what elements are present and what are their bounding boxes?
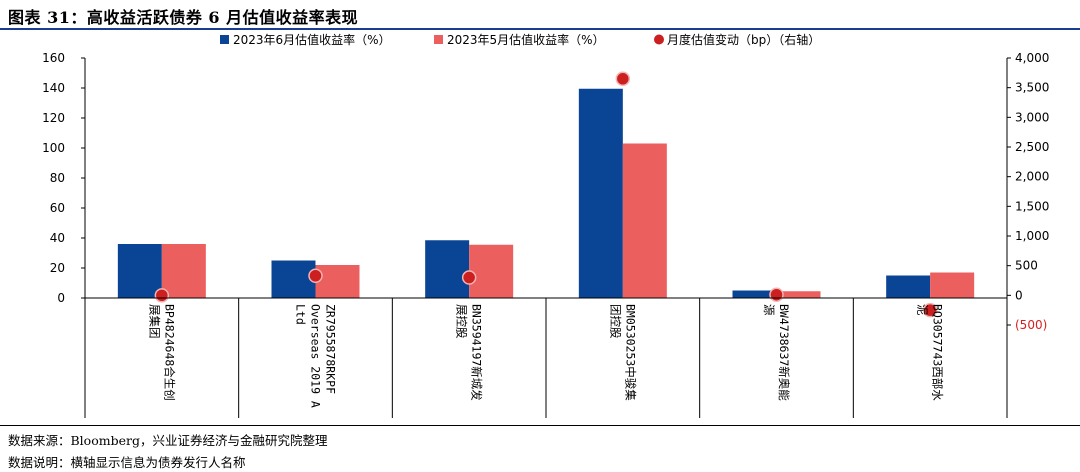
right-tick-label: 500 xyxy=(1015,259,1038,273)
bar-may xyxy=(776,291,821,298)
change-points xyxy=(154,71,938,318)
right-tick-label: 2,000 xyxy=(1015,170,1049,184)
bar-june xyxy=(886,275,931,298)
right-axis: 4,000 3,500 3,000 2,500 2,000 1,500 1,000 500 0 (… xyxy=(1006,51,1049,418)
category-label: 展集团 xyxy=(147,304,161,339)
bar-june xyxy=(578,88,623,298)
change-point xyxy=(769,287,784,302)
left-tick-label: 160 xyxy=(42,51,65,65)
bar-may xyxy=(469,244,514,298)
legend: 2023年6月估值收益率（%） 2023年5月估值收益率（%） 月度估值变动（bp）… xyxy=(220,32,820,47)
left-tick-label: 0 xyxy=(57,291,65,305)
bar-may xyxy=(161,244,206,298)
bar-june xyxy=(117,244,162,298)
left-tick-label: 100 xyxy=(42,141,65,155)
left-tick-label: 20 xyxy=(50,261,65,275)
bars xyxy=(117,88,975,298)
change-point xyxy=(308,268,323,284)
legend-swatch xyxy=(654,34,664,45)
chart: 2023年6月估值收益率（%） 2023年5月估值收益率（%） 月度估值变动（bp）… xyxy=(42,32,1049,418)
category-label: BW4738637新奥能 xyxy=(777,304,791,401)
left-tick-label: 120 xyxy=(42,111,65,125)
legend-swatch xyxy=(220,35,229,44)
bar-may xyxy=(622,143,667,298)
category-label: 展控股 xyxy=(455,304,469,339)
legend-label: 2023年6月估值收益率（%） xyxy=(233,32,391,47)
right-tick-label: 3,000 xyxy=(1015,110,1049,124)
bar-june xyxy=(732,290,777,298)
left-tick-label: 40 xyxy=(50,231,65,245)
figure-title: 图表 31：高收益活跃债券 6 月估值收益率表现 xyxy=(8,8,359,27)
right-tick-label: 2,500 xyxy=(1015,140,1049,154)
category-label: 源 xyxy=(762,304,776,316)
left-tick-label: 80 xyxy=(50,171,65,185)
category-label: 泥 xyxy=(916,304,930,316)
left-tick-label: 140 xyxy=(42,81,65,95)
bar-june xyxy=(271,260,316,298)
title-rule xyxy=(0,28,1080,30)
legend-swatch xyxy=(434,35,443,44)
legend-label: 月度估值变动（bp）（右轴） xyxy=(667,32,820,47)
right-tick-label: 4,000 xyxy=(1015,51,1049,65)
right-tick-label: 0 xyxy=(1015,288,1023,302)
bar-may xyxy=(315,265,360,298)
category-label: 团控股 xyxy=(608,304,622,339)
right-tick-label: 1,500 xyxy=(1015,199,1049,213)
category-label: BP4824648合生创 xyxy=(162,304,176,401)
category-label: BN3594197新城发 xyxy=(470,304,484,401)
bottom-rule xyxy=(0,425,1080,426)
change-point xyxy=(922,302,938,318)
bar-may xyxy=(930,272,975,298)
source-note: 数据来源：Bloomberg，兴业证券经济与金融研究院整理 xyxy=(8,433,328,448)
change-point xyxy=(461,270,477,285)
right-tick-label: (500) xyxy=(1015,318,1047,332)
legend-label: 2023年5月估值收益率（%） xyxy=(447,32,605,47)
bar-june xyxy=(425,240,470,298)
left-axis: 160 140 120 100 80 60 40 20 0 xyxy=(42,51,86,418)
category-label: ZR7955878RKPF xyxy=(324,304,338,394)
right-tick-label: 1,000 xyxy=(1015,229,1049,243)
data-note: 数据说明：横轴显示信息为债券发行人名称 xyxy=(8,455,246,470)
change-point xyxy=(154,288,170,303)
right-tick-label: 3,500 xyxy=(1015,81,1049,95)
left-tick-label: 60 xyxy=(50,201,65,215)
category-label: Ltd xyxy=(294,304,308,325)
category-label: BM0530253中骏集 xyxy=(623,304,637,401)
change-point xyxy=(615,71,631,87)
category-label: Overseas 2019 A xyxy=(309,304,323,408)
category-label: BQ3057743西部水 xyxy=(931,304,945,401)
